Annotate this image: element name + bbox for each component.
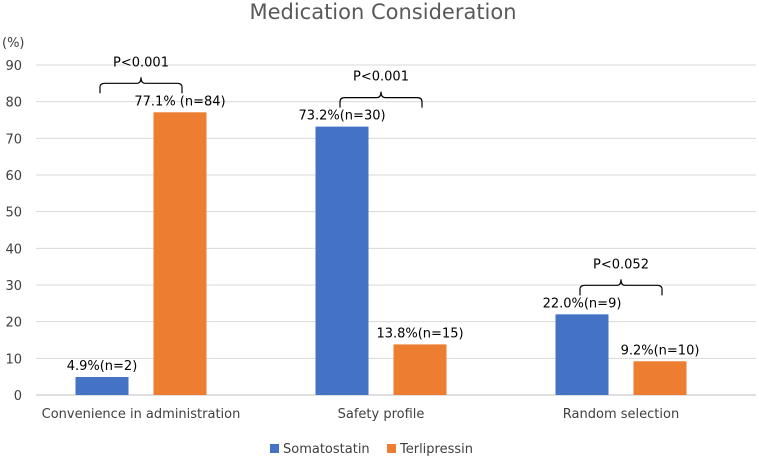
x-axis-categories: Convenience in administration Safety prof… [42,407,680,422]
x-category-label: Safety profile [338,407,425,422]
y-tick-label: 50 [5,206,22,221]
bar-terlipressin [633,361,687,395]
data-label: 9.2%(n=10) [621,343,700,358]
legend-label: Terlipressin [399,442,473,457]
bars [75,112,687,396]
legend-swatch-somatostatin [270,444,279,453]
legend: Somatostatin Terlipressin [270,442,473,457]
y-tick-label: 30 [5,279,22,294]
y-axis-label: (%) [2,36,25,51]
y-tick-label: 80 [5,96,22,111]
p-value-label: P<0.001 [113,55,169,70]
chart-title: Medication Consideration [249,0,516,24]
data-label: 73.2%(n=30) [298,109,385,124]
legend-swatch-terlipressin [387,444,396,453]
significance-brace [579,279,663,296]
y-tick-label: 20 [5,316,22,331]
y-tick-label: 90 [5,59,22,74]
legend-label: Somatostatin [283,442,370,457]
bar-terlipressin [393,344,447,395]
data-label: 13.8%(n=15) [376,326,463,341]
data-label: 22.0%(n=9) [543,296,622,311]
data-label: 77.1% (n=84) [134,94,225,109]
bar-somatostatin [315,126,369,395]
y-tick-label: 40 [5,242,22,257]
x-category-label: Convenience in administration [42,407,241,422]
significance-brace [99,77,183,94]
y-tick-label: 10 [5,352,22,367]
p-value-label: P<0.001 [353,70,409,85]
significance-annotations: P<0.001 P<0.001 P<0.052 [99,55,663,296]
y-tick-label: 0 [14,389,22,404]
y-axis-ticks: 0 10 20 30 40 50 60 70 80 90 [5,59,22,404]
p-value-label: P<0.052 [593,257,649,272]
y-tick-label: 70 [5,132,22,147]
x-category-label: Random selection [563,407,679,422]
bar-terlipressin [153,112,207,396]
y-tick-label: 60 [5,169,22,184]
bar-somatostatin [555,314,609,395]
data-label: 4.9%(n=2) [67,359,138,374]
data-labels: 4.9%(n=2) 77.1% (n=84) 73.2%(n=30) 13.8%(n=… [67,94,700,374]
significance-brace [339,91,423,108]
bar-somatostatin [75,377,129,395]
